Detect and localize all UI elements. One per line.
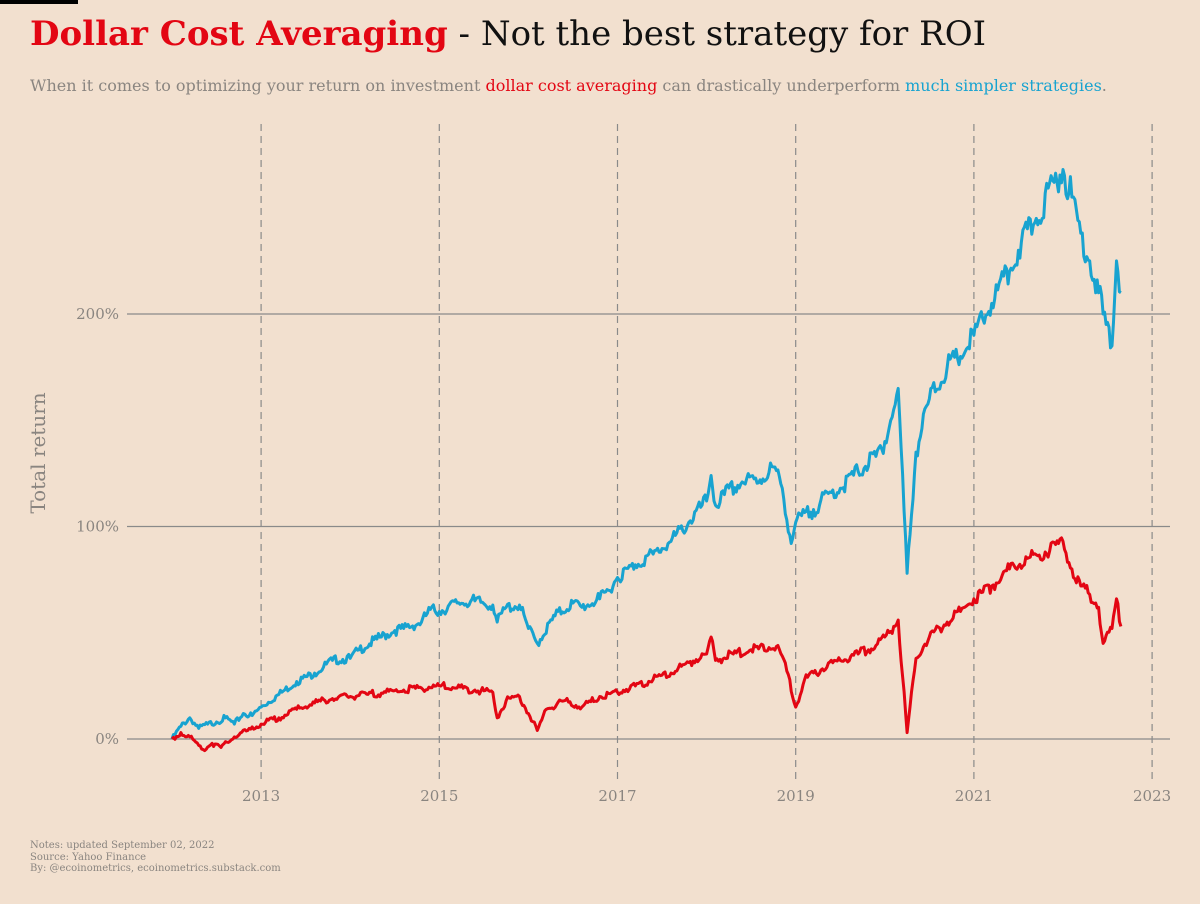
notes-byline: By: @ecoinometrics, ecoinometrics.substa… [30, 863, 281, 874]
series-layer [170, 168, 1123, 753]
subtitle-dca-term: dollar cost averaging [485, 76, 658, 95]
y-axis-label: Total return [26, 392, 50, 513]
grid-layer [127, 124, 1170, 783]
title-highlight: Dollar Cost Averaging [30, 14, 448, 54]
y-tick-label: 200% [76, 305, 119, 323]
subtitle-text-2: can drastically underperform [657, 76, 906, 95]
chart-subtitle: When it comes to optimizing your return … [30, 75, 1107, 97]
x-tick-label: 2015 [420, 787, 458, 805]
subtitle-text-end: . [1101, 76, 1107, 95]
dca-line [170, 536, 1123, 753]
page-title: Dollar Cost Averaging - Not the best str… [30, 12, 986, 56]
x-tick-label: 2019 [777, 787, 815, 805]
chart-notes: Notes: updated September 02, 2022 Source… [30, 840, 281, 875]
simple-strategy-line [170, 168, 1122, 740]
y-tick-label: 100% [76, 518, 119, 536]
x-tick-label: 2013 [242, 787, 280, 805]
tick-label-layer: 0% 100% 200% 2013 2015 2017 2019 2021 2023 [76, 305, 1171, 805]
subtitle-simple-term: much simpler strategies [905, 76, 1102, 95]
notes-update: Notes: updated September 02, 2022 [30, 840, 215, 851]
x-tick-label: 2017 [598, 787, 636, 805]
y-tick-label: 0% [95, 730, 119, 748]
title-rest: - Not the best strategy for ROI [447, 14, 987, 54]
notes-source: Source: Yahoo Finance [30, 851, 147, 863]
subtitle-text-1: When it comes to optimizing your return … [30, 76, 486, 95]
x-tick-label: 2021 [955, 787, 993, 805]
corner-accent-bar [0, 0, 78, 4]
x-tick-label: 2023 [1133, 787, 1171, 805]
